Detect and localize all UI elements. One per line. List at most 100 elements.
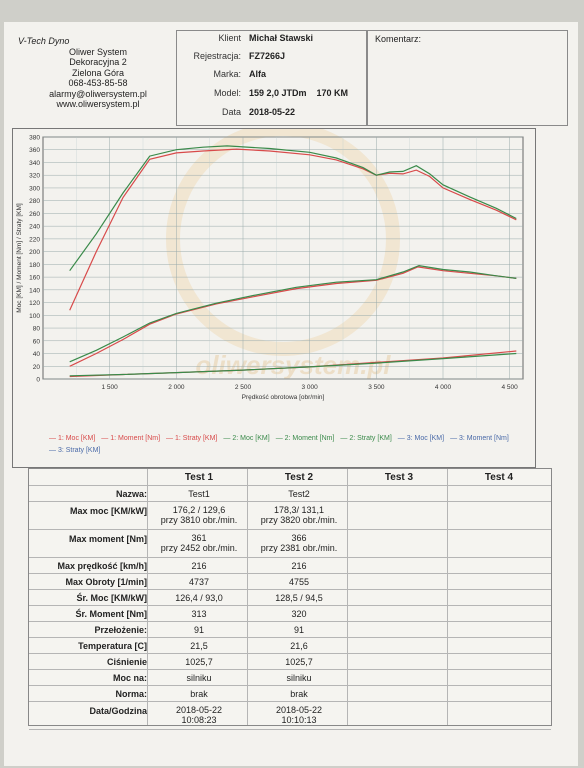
dyno-chart: oliwersystem.pl0204060801001201401601802… [16,129,524,401]
y-tick-label: 0 [36,377,40,384]
client-value: FZ7266J [249,51,286,61]
table-row: Max moment [Nm] 361 przy 2452 obr./min. 36… [29,530,551,558]
client-row: Klient Michał Stawski [177,33,367,47]
row-value: 21,6 [290,641,308,651]
row-label: Data/Godzina [89,706,147,716]
series-line [69,145,517,272]
company-line: alarmy@oliwersystem.pl [49,88,147,99]
row-label: Norma: [115,689,147,699]
table-row: Data/Godzina 2018-05-22 10:08:23 2018-05-2… [29,702,551,730]
company-line: www.oliwersystem.pl [56,99,140,109]
y-tick-label: 40 [33,351,41,358]
table-row: Max prędkość [km/h] 216 216 [29,558,551,574]
legend-entry: — 2: Moc [KM] [223,435,270,442]
y-tick-label: 80 [33,326,41,333]
row-value: brak [290,689,308,699]
column-divider [347,469,348,725]
row-value: 1025,7 [285,657,313,667]
row-value: 176,2 / 129,6 przy 3810 obr./min. [160,505,238,525]
row-value: brak [190,689,208,699]
table-row: Ciśnienie 1025,7 1025,7 [29,654,551,670]
row-value: 4755 [288,577,310,587]
client-row: Data 2018-05-22 [177,107,367,121]
x-tick-label: 4 000 [435,384,452,391]
x-axis-label: Prędkość obrotowa [obr/min] [242,394,325,401]
y-tick-label: 340 [29,160,40,167]
row-label: Śr. Moment [Nm] [75,609,147,619]
row-label: Ciśnienie [106,657,147,667]
table-row: Śr. Moc [KM/kW] 126,4 / 93,0 128,5 / 94,5 [29,590,551,606]
legend-entry: — 2: Straty [KM] [340,435,392,442]
company-line: Dekoracyjna 2 [69,57,127,67]
row-value: 91 [293,625,304,635]
row-label: Przełożenie: [94,625,147,635]
row-value: 128,5 / 94,5 [275,593,323,603]
x-tick-label: 1 500 [102,384,119,391]
y-tick-label: 240 [29,224,40,231]
row-value: Test1 [188,489,210,499]
client-value: Michał Stawski [249,33,314,43]
y-tick-label: 140 [29,287,40,294]
company-line: Zielona Góra [71,67,125,78]
series-line [69,264,517,363]
client-value: Alfa [249,69,267,79]
comment-label: Komentarz: [375,34,422,44]
legend-entry: — 3: Straty [KM] [49,447,101,454]
company-header: V-Tech Dyno Oliwer System Dekoracyjna 2 … [18,36,178,110]
y-tick-label: 300 [29,185,40,192]
row-label: Max Obroty [1/min] [65,577,147,587]
legend-entry: — 1: Moc [KM] [49,435,96,442]
row-value: Test2 [288,489,310,499]
client-row: Rejestracja: FZ7266J [177,51,367,65]
row-label: Temperatura [C] [78,641,147,651]
row-label: Śr. Moc [KM/kW] [76,593,147,603]
client-label: Data [221,107,241,117]
table-row: Norma: brak brak [29,686,551,702]
table-row: Temperatura [C] 21,5 21,6 [29,638,551,654]
client-row: Model: 159 2,0 JTDm 170 KM [177,88,367,102]
dyno-report-sheet: V-Tech Dyno Oliwer System Dekoracyjna 2 … [4,22,578,766]
row-value: 366 przy 2381 obr./min. [260,533,338,553]
y-tick-label: 200 [29,249,40,256]
y-tick-label: 120 [29,300,40,307]
x-tick-label: 3 000 [302,384,319,391]
table-row: Moc na: silniku silniku [29,670,551,686]
legend-entry: — 2: Moment [Nm] [275,435,335,442]
company-name: V-Tech Dyno [18,36,70,46]
y-tick-label: 280 [29,198,40,205]
y-tick-label: 100 [29,313,40,320]
table-header-row: Test 1 Test 2 Test 3 Test 4 [29,469,551,486]
client-info-box: Klient Michał Stawski Rejestracja: FZ7266J… [176,30,368,126]
chart-frame: oliwersystem.pl 0 20 40 60 80 100 120 140 160 180 2… [12,128,536,468]
row-value: 126,4 / 93,0 [175,593,223,603]
column-divider [447,469,448,725]
row-value: 2018-05-22 10:08:23 [175,705,223,725]
series-line [69,266,517,367]
x-tick-label: 3 500 [368,384,385,391]
row-value: 313 [191,609,207,619]
client-value: 2018-05-22 [249,107,296,117]
row-value: 91 [193,625,204,635]
company-line: Oliwer System [68,46,127,57]
y-tick-label: 320 [29,173,40,180]
column-divider [147,469,148,725]
table-row: Śr. Moment [Nm] 313 320 [29,606,551,622]
client-value: 159 2,0 JTDm 170 KM [249,88,349,98]
table-row: Max Obroty [1/min] 4737 4755 [29,574,551,590]
row-value: 216 [291,561,307,571]
row-label: Moc na: [112,673,147,683]
y-tick-label: 220 [29,236,40,243]
results-table: Test 1 Test 2 Test 3 Test 4 Nazwa: Test1 Test2… [28,468,552,730]
y-tick-label: 20 [33,364,41,371]
row-value: 178,3/ 131,1 przy 3820 obr./min. [260,505,338,525]
client-label: Rejestracja: [193,51,241,61]
table-column-header: Test 2 [284,472,314,483]
column-divider [247,469,248,725]
y-tick-label: 180 [29,262,40,269]
series-line [69,148,517,311]
legend-entry: — 3: Moc [KM] [397,435,445,442]
y-tick-label: 60 [33,338,41,345]
table-column-header: Test 4 [484,472,514,483]
y-tick-label: 160 [29,275,40,282]
row-value: 2018-05-22 10:10:13 [275,705,323,725]
